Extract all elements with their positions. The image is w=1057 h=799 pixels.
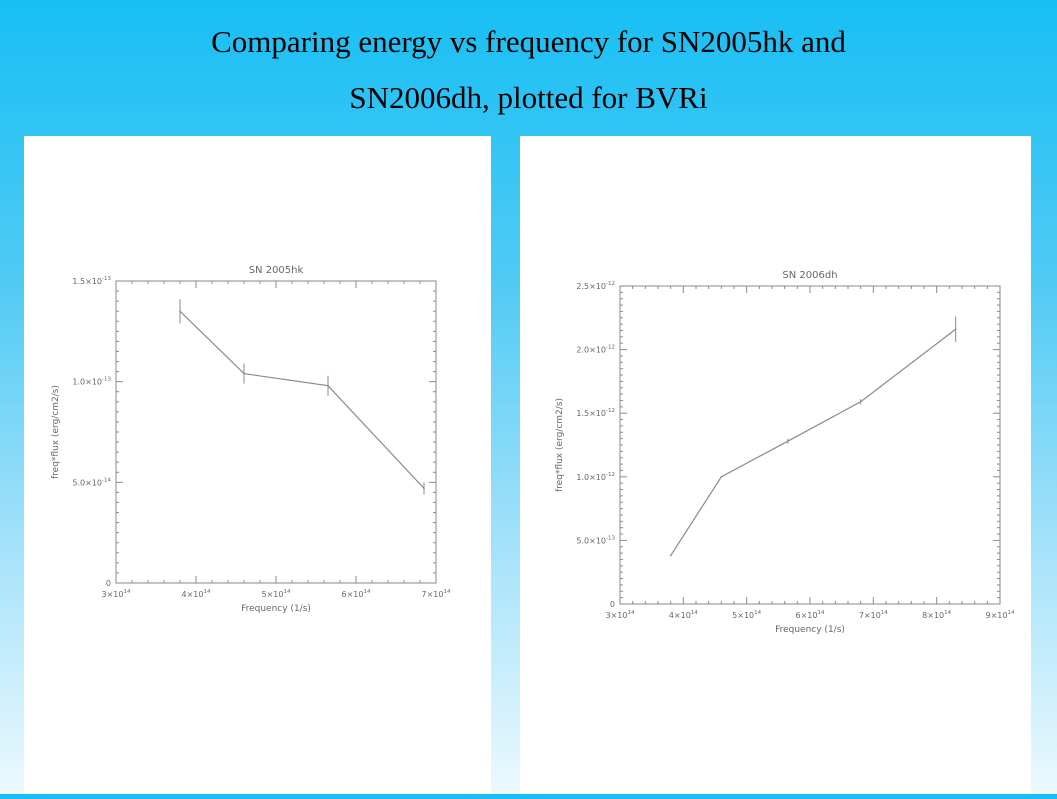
y-tick-label: 2.0×10-12 [576, 345, 615, 355]
data-point [720, 476, 723, 478]
x-axis-label: Frequency (1/s) [775, 625, 845, 635]
x-tick-label: 5×1014 [732, 610, 761, 620]
y-tick-label: 0 [610, 600, 615, 609]
right-plot-panel: 3×1014 4×1014 5×1014 6×1014 7×1014 8×1014 9×10… [520, 136, 1031, 794]
x-axis-label: Frequency (1/s) [241, 604, 311, 614]
y-tick-label: 5.0×10-13 [576, 535, 615, 545]
chart-title: SN 2006dh [782, 270, 837, 281]
x-tick-label: 3×1014 [102, 589, 131, 599]
plot-frame [115, 280, 437, 584]
data-line [670, 328, 957, 556]
slide-title-line-1: Comparing energy vs frequency for SN2005… [211, 24, 846, 59]
x-tick-label: 6×1014 [342, 589, 371, 599]
y-tick-label: 1.0×10-12 [576, 472, 615, 482]
slide-title-line-2: SN2006dh, plotted for BVRi [349, 80, 708, 115]
chart-title: SN 2005hk [249, 265, 304, 276]
left-plot-panel: 3×1014 4×1014 5×1014 6×1014 7×1014 0 5.0×10-14… [24, 136, 491, 794]
plot-frame [619, 285, 1001, 605]
data-point [669, 554, 672, 557]
data-line [179, 310, 425, 489]
slide-title: Comparing energy vs frequency for SN2005… [0, 14, 1057, 126]
y-axis-label: freq*flux (erg/cm2/s) [51, 385, 61, 479]
sn2006dh-chart: 3×1014 4×1014 5×1014 6×1014 7×1014 8×1014 9×10… [555, 270, 1015, 635]
y-tick-label: 1.0×10-13 [72, 377, 111, 387]
x-tick-label: 9×1014 [986, 610, 1015, 620]
y-axis-label: freq*flux (erg/cm2/s) [555, 398, 565, 492]
y-tick-label: 1.5×10-12 [576, 408, 615, 418]
y-tick-label: 2.5×10-12 [576, 281, 615, 291]
y-tick-label: 0 [106, 579, 111, 588]
x-tick-label: 7×1014 [859, 610, 888, 620]
x-tick-label: 5×1014 [262, 589, 291, 599]
x-tick-label: 3×1014 [606, 610, 635, 620]
y-tick-label: 1.5×10-13 [72, 276, 111, 286]
x-tick-label: 4×1014 [182, 589, 211, 599]
x-tick-label: 8×1014 [922, 610, 951, 620]
x-tick-label: 4×1014 [669, 610, 698, 620]
y-tick-label: 5.0×10-14 [72, 477, 111, 487]
x-tick-label: 6×1014 [796, 610, 825, 620]
sn2005hk-chart: 3×1014 4×1014 5×1014 6×1014 7×1014 0 5.0×10-14… [51, 265, 451, 614]
x-tick-label: 7×1014 [422, 589, 451, 599]
